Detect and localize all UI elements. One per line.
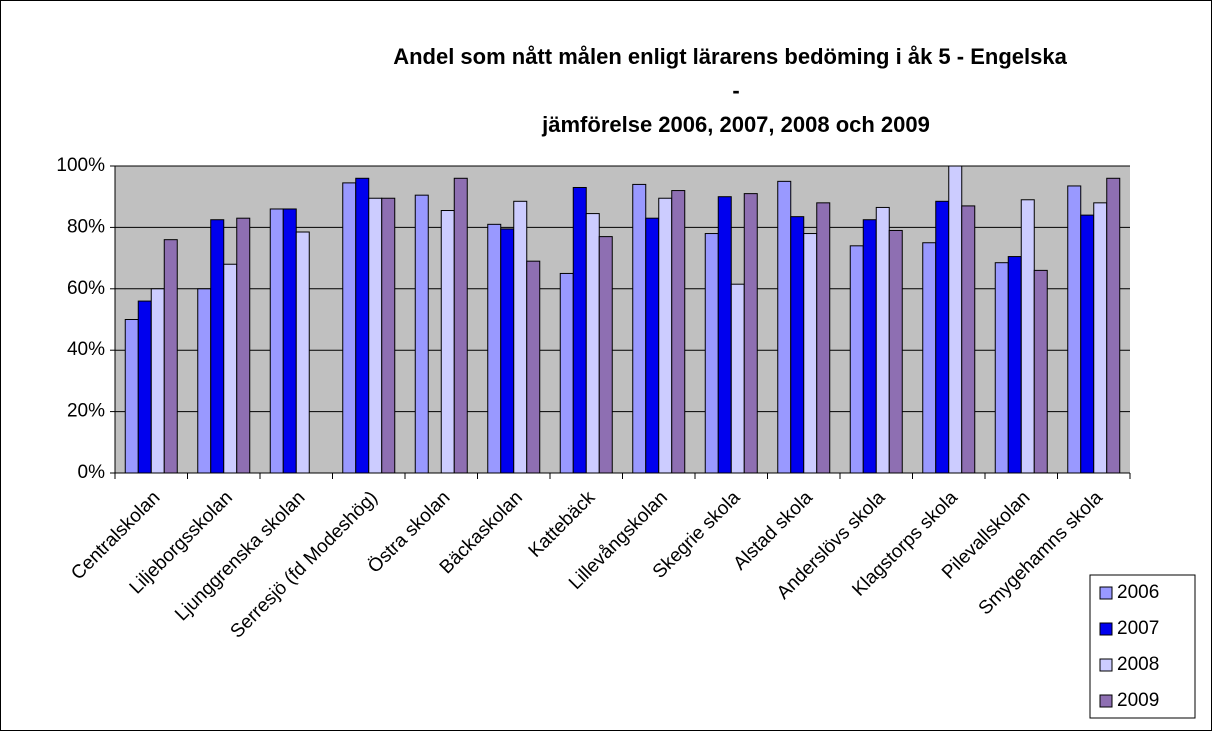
- bar: [658, 197, 673, 474]
- bar: [124, 319, 139, 474]
- bar: [236, 217, 251, 474]
- bar: [513, 200, 528, 474]
- bar: [875, 206, 890, 474]
- chart-title: jämförelse 2006, 2007, 2008 och 2009: [541, 112, 930, 137]
- bar: [598, 236, 613, 474]
- bar: [632, 183, 647, 474]
- bar: [572, 186, 587, 474]
- bar: [1007, 256, 1022, 474]
- bar: [1033, 269, 1048, 474]
- chart-title: -: [732, 78, 739, 103]
- bar: [645, 217, 660, 474]
- legend-label: 2009: [1117, 690, 1159, 711]
- bar: [961, 205, 976, 474]
- bar: [137, 300, 152, 474]
- y-tick-label: 40%: [67, 339, 105, 360]
- bar: [743, 193, 758, 474]
- y-tick-label: 0%: [78, 462, 106, 483]
- legend-label: 2008: [1117, 654, 1159, 675]
- bar: [790, 216, 805, 474]
- bar: [453, 177, 468, 474]
- bar: [816, 202, 831, 474]
- bar: [803, 233, 818, 474]
- bar: [888, 229, 903, 474]
- bar: [730, 283, 745, 474]
- y-tick-label: 20%: [67, 401, 105, 422]
- legend-label: 2006: [1117, 582, 1159, 603]
- bar: [440, 210, 455, 474]
- bar: [1093, 202, 1108, 474]
- chart-title: Andel som nått målen enligt lärarens bed…: [393, 44, 1067, 69]
- bar: [948, 165, 963, 474]
- bar: [704, 233, 719, 474]
- bar: [994, 262, 1009, 474]
- bar: [922, 242, 937, 474]
- bar: [1067, 185, 1082, 474]
- bar: [342, 182, 357, 474]
- bar: [671, 190, 686, 474]
- bar: [197, 288, 212, 474]
- legend-label: 2007: [1117, 618, 1159, 639]
- bar: [150, 288, 165, 474]
- bar: [500, 228, 515, 474]
- plot-area: [115, 166, 1130, 473]
- bar: [935, 200, 950, 474]
- y-tick-label: 100%: [56, 155, 105, 176]
- bar: [223, 263, 238, 474]
- bar: [717, 196, 732, 474]
- bar: [559, 272, 574, 474]
- bar: [414, 194, 429, 474]
- y-tick-label: 60%: [67, 278, 105, 299]
- bar: [1080, 214, 1095, 474]
- bar: [381, 197, 396, 474]
- legend-swatch: [1099, 658, 1113, 672]
- bar: [1106, 177, 1121, 474]
- bar: [1020, 199, 1035, 474]
- bar: [368, 197, 383, 474]
- bar: [777, 180, 792, 474]
- bar: [163, 239, 178, 474]
- legend-swatch: [1099, 622, 1113, 636]
- bar: [487, 223, 502, 474]
- bar: [210, 219, 225, 474]
- bar: [526, 260, 541, 474]
- bar: [269, 208, 284, 474]
- y-tick-label: 80%: [67, 216, 105, 237]
- bar: [355, 177, 370, 474]
- bar: [585, 213, 600, 474]
- bar: [862, 219, 877, 474]
- legend-swatch: [1099, 694, 1113, 708]
- bar: [295, 231, 310, 474]
- bar: [849, 245, 864, 474]
- legend-swatch: [1099, 586, 1113, 600]
- bar: [282, 208, 297, 474]
